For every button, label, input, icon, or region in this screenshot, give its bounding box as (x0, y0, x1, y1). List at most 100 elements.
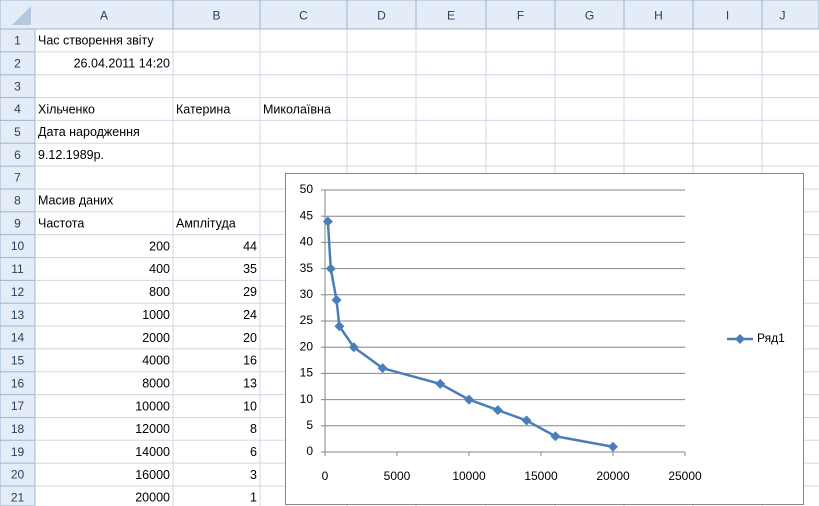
data-point (377, 363, 388, 374)
row-header[interactable]: 16 (11, 376, 25, 390)
cell-text[interactable]: 29 (243, 285, 257, 299)
row-header[interactable]: 13 (11, 308, 25, 322)
cell-text[interactable]: 6 (250, 445, 257, 459)
x-tick-label: 10000 (452, 469, 486, 483)
cell-text[interactable]: 400 (149, 262, 170, 276)
data-point (521, 415, 532, 426)
cell-text[interactable]: 14000 (135, 445, 170, 459)
y-tick-label: 40 (300, 235, 314, 249)
column-header-bar (0, 0, 819, 30)
cell-text[interactable]: 9.12.1989р. (38, 148, 104, 162)
cell-text[interactable]: 12000 (135, 422, 170, 436)
cell-text[interactable]: 8 (250, 422, 257, 436)
y-tick-label: 25 (300, 313, 314, 327)
y-tick-label: 0 (306, 444, 313, 458)
cell-text[interactable]: 1 (250, 491, 257, 505)
chart-area[interactable] (285, 173, 804, 505)
row-header[interactable]: 11 (11, 262, 24, 276)
row-header[interactable]: 7 (14, 171, 21, 185)
cell-text[interactable]: Масив даних (38, 194, 114, 208)
cell-text[interactable]: Дата народження (38, 125, 140, 139)
cell-text[interactable]: 800 (149, 285, 170, 299)
column-header[interactable]: E (447, 9, 455, 23)
cell-text[interactable]: 20 (243, 331, 257, 345)
x-tick-label: 20000 (596, 469, 630, 483)
y-tick-label: 45 (300, 208, 314, 222)
x-tick-label: 0 (322, 469, 329, 483)
data-point (492, 405, 503, 416)
row-header[interactable]: 19 (11, 445, 25, 459)
cell-text[interactable]: 13 (243, 376, 257, 390)
row-header[interactable]: 9 (14, 216, 21, 230)
row-header-bar (0, 28, 36, 506)
row-header[interactable]: 2 (14, 56, 21, 70)
data-point (435, 378, 446, 389)
cell-text[interactable]: 35 (243, 262, 257, 276)
data-point (608, 441, 618, 452)
cell-text[interactable]: Час створення звіту (38, 34, 154, 48)
cell-text[interactable]: Хільченко (38, 102, 95, 116)
cell-text[interactable]: Миколаївна (263, 102, 331, 116)
column-header[interactable]: H (654, 9, 663, 23)
row-header[interactable]: 18 (11, 422, 25, 436)
column-header[interactable]: I (726, 9, 729, 23)
row-header[interactable]: 8 (14, 194, 21, 208)
cell-text[interactable]: 4000 (142, 354, 170, 368)
cell-text[interactable]: 20000 (135, 491, 170, 505)
row-header[interactable]: 10 (11, 239, 25, 253)
legend-marker (735, 334, 745, 344)
row-header[interactable]: 21 (11, 491, 25, 505)
cell-text[interactable]: 44 (243, 239, 257, 253)
row-header[interactable]: 15 (11, 353, 25, 367)
column-header[interactable]: B (212, 9, 220, 23)
data-point (334, 321, 345, 332)
column-header[interactable]: D (377, 9, 386, 23)
y-tick-label: 50 (300, 182, 314, 196)
y-tick-label: 15 (300, 366, 314, 380)
row-header[interactable]: 6 (14, 148, 21, 162)
series-line (326, 221, 614, 448)
column-header[interactable]: F (517, 9, 524, 23)
column-header[interactable]: G (585, 9, 594, 23)
cell-text[interactable]: 10000 (135, 399, 170, 413)
cell-text[interactable]: 16 (243, 354, 257, 368)
row-header[interactable]: 17 (11, 399, 25, 413)
x-tick-label: 25000 (668, 469, 702, 483)
row-header[interactable]: 5 (14, 125, 21, 139)
column-header[interactable]: A (100, 9, 108, 23)
column-header[interactable]: J (780, 9, 786, 23)
cell-text[interactable]: 1000 (142, 308, 170, 322)
data-point (348, 342, 359, 353)
select-all-corner (12, 6, 31, 25)
cell-text[interactable]: 26.04.2011 14:20 (74, 57, 170, 71)
cell-text[interactable]: 8000 (142, 376, 170, 390)
cell-text[interactable]: 24 (243, 308, 257, 322)
cell-text[interactable]: 200 (149, 239, 170, 253)
data-point (464, 394, 474, 405)
row-header[interactable]: 4 (14, 102, 21, 116)
y-tick-label: 20 (300, 339, 314, 353)
row-header[interactable]: 12 (11, 285, 25, 299)
y-tick-label: 10 (300, 392, 314, 406)
cell-text[interactable]: 16000 (135, 468, 170, 482)
data-point (331, 295, 342, 306)
y-tick-label: 5 (306, 418, 313, 432)
cell-text[interactable]: Амплітуда (176, 217, 236, 231)
data-point (322, 216, 333, 227)
column-header[interactable]: C (299, 9, 308, 23)
x-tick-label: 5000 (384, 469, 411, 483)
y-tick-label: 35 (300, 261, 314, 275)
row-header[interactable]: 3 (14, 79, 21, 93)
cell-text[interactable]: Катерина (176, 102, 230, 116)
cell-text[interactable]: 2000 (142, 331, 170, 345)
chart[interactable]: 0 5 10 15 20 25 30 35 40 45 50 0 5000 10000 15000 20000… (285, 173, 804, 505)
y-tick-label: 30 (300, 287, 314, 301)
cell-text[interactable]: 10 (243, 399, 257, 413)
row-header[interactable]: 1 (14, 34, 21, 48)
legend-label: Ряд1 (757, 331, 785, 345)
row-header[interactable]: 20 (11, 468, 25, 482)
cell-text[interactable]: Частота (38, 217, 84, 231)
cell-text[interactable]: 3 (250, 468, 257, 482)
row-header[interactable]: 14 (11, 331, 25, 345)
